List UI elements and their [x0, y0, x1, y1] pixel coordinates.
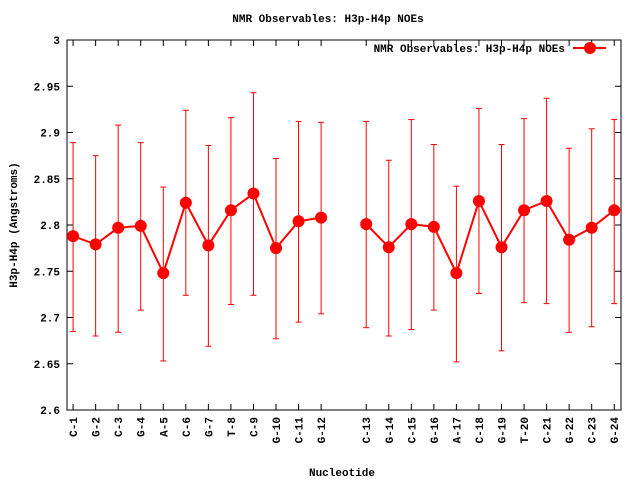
- data-point: [247, 187, 260, 200]
- data-point: [518, 204, 531, 217]
- chart-title: NMR Observables: H3p-H4p NOEs: [232, 14, 423, 26]
- y-tick-label: 2.65: [34, 360, 61, 372]
- x-tick-label: C-18: [475, 417, 487, 444]
- x-tick-label: C-1: [69, 417, 81, 437]
- data-point: [360, 218, 373, 231]
- data-point: [450, 267, 463, 280]
- data-point: [315, 211, 328, 224]
- data-point: [292, 215, 305, 228]
- y-tick-label: 2.85: [34, 175, 61, 187]
- x-axis-label: Nucleotide: [309, 468, 375, 480]
- data-point: [270, 242, 283, 255]
- data-point: [89, 238, 102, 251]
- data-point: [495, 241, 508, 254]
- series-line: [365, 198, 615, 276]
- y-axis-label: H3p-H4p (Angstroms): [9, 162, 21, 287]
- x-tick-label: G-4: [137, 417, 149, 437]
- data-point: [202, 239, 215, 252]
- data-point: [112, 221, 125, 234]
- y-tick-label: 2.8: [40, 221, 60, 233]
- x-tick-label: G-12: [317, 417, 329, 443]
- legend: NMR Observables: H3p-H4p NOEs: [374, 42, 606, 56]
- x-tick-label: C-11: [295, 417, 307, 444]
- y-tick-label: 3: [53, 36, 60, 48]
- x-tick-label: G-7: [204, 417, 216, 437]
- x-tick-label: G-19: [497, 417, 509, 443]
- data-point: [563, 233, 576, 246]
- data-point: [179, 196, 192, 209]
- x-tick-label: C-21: [543, 417, 555, 444]
- x-tick-label: C-15: [407, 417, 419, 444]
- data-point: [157, 267, 170, 280]
- x-tick-label: G-16: [430, 417, 442, 443]
- x-tick-label: A-17: [452, 417, 464, 443]
- data-point: [405, 218, 418, 231]
- x-tick-label: T-8: [227, 417, 239, 437]
- x-tick-label: G-22: [565, 417, 577, 443]
- data-point: [427, 220, 440, 233]
- x-tick-label: C-13: [362, 417, 374, 444]
- x-tick-label: C-6: [182, 417, 194, 437]
- data-point: [67, 230, 80, 243]
- data-point: [472, 194, 485, 207]
- x-tick-label: A-5: [159, 417, 171, 437]
- data-point: [382, 241, 395, 254]
- plot-frame: [66, 39, 622, 411]
- y-tick-label: 2.95: [34, 82, 61, 94]
- data-point: [134, 219, 147, 232]
- x-tick-label: G-14: [385, 417, 397, 444]
- x-tick-label: G-2: [92, 417, 104, 437]
- x-tick-label: G-24: [610, 417, 622, 444]
- legend-label: NMR Observables: H3p-H4p NOEs: [374, 44, 565, 56]
- data-point: [585, 221, 598, 234]
- y-tick-label: 2.9: [40, 129, 60, 141]
- x-tick-label: G-10: [272, 417, 284, 443]
- y-tick-label: 2.75: [34, 267, 61, 279]
- series-line: [72, 191, 322, 276]
- data-point: [224, 204, 237, 217]
- x-tick-label: C-23: [588, 417, 600, 444]
- data-point: [540, 194, 553, 207]
- x-tick-label: T-20: [520, 417, 532, 443]
- y-tick-label: 2.6: [40, 406, 60, 418]
- legend-point-sample: [584, 42, 596, 54]
- y-tick-label: 2.7: [40, 314, 60, 326]
- x-tick-label: C-9: [249, 417, 261, 437]
- data-point: [608, 204, 621, 217]
- x-tick-label: C-3: [114, 417, 126, 437]
